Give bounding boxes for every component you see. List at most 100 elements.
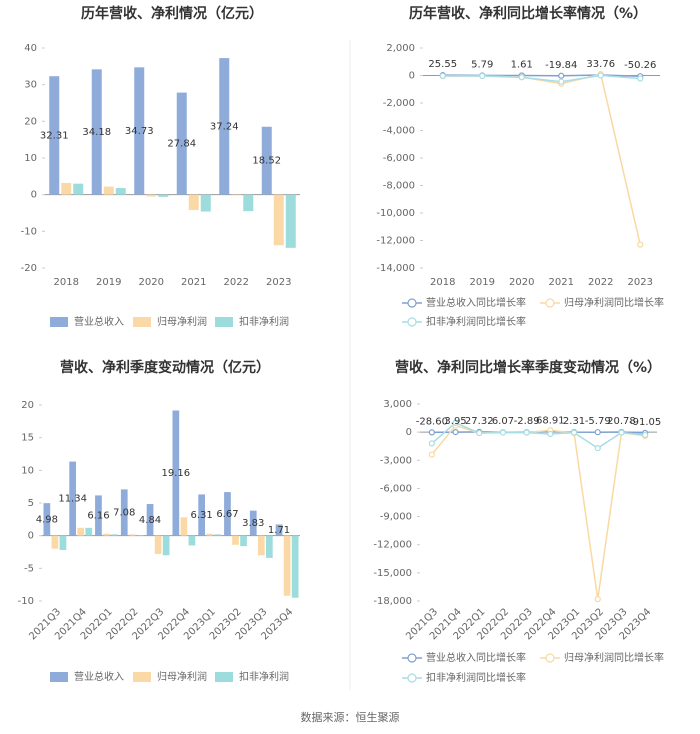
- data-label: 33.76: [586, 59, 615, 70]
- x-tick-label: 2020: [509, 277, 534, 288]
- y-tick-label: -5: [24, 563, 34, 574]
- legend-label: 扣非净利润: [239, 670, 289, 683]
- bar: [146, 194, 157, 197]
- line: [442, 73, 641, 245]
- bar: [198, 494, 206, 536]
- legend-swatch: [407, 673, 417, 683]
- data-label: 1.71: [268, 525, 290, 536]
- line: [442, 74, 641, 83]
- bar: [224, 492, 231, 536]
- bar: [95, 495, 102, 536]
- point: [452, 429, 459, 436]
- bar: [134, 67, 145, 195]
- data-label: 11.34: [58, 494, 87, 505]
- bar: [77, 527, 85, 536]
- y-tick-label: -12,000: [376, 236, 415, 247]
- point: [452, 419, 459, 426]
- data-label: 6.16: [87, 511, 109, 522]
- y-tick-label: -15,000: [373, 568, 412, 579]
- y-tick-label: -10,000: [376, 208, 415, 219]
- data-label: -19.84: [545, 60, 577, 71]
- bar: [273, 194, 284, 246]
- footer: 数据来源：恒生聚源: [301, 710, 400, 724]
- y-tick-label: 0: [409, 71, 415, 82]
- bar: [91, 69, 102, 195]
- y-tick-label: -20: [21, 263, 37, 274]
- bar: [111, 534, 118, 536]
- y-tick-label: -2,000: [383, 98, 415, 109]
- data-label: 25.55: [428, 59, 457, 70]
- bar: [180, 517, 188, 536]
- x-tick-label: 2021: [549, 277, 574, 288]
- y-tick-label: 10: [21, 465, 34, 476]
- data-label: 6.67: [216, 509, 238, 520]
- bar: [232, 535, 239, 545]
- bar: [261, 126, 272, 195]
- legend-swatch: [50, 317, 68, 327]
- x-tick-label: 2018: [54, 277, 79, 288]
- point: [594, 596, 601, 603]
- chart-title: 营收、净利同比增长率季度变动情况（%）: [395, 359, 661, 376]
- legend-swatch: [215, 317, 233, 327]
- point: [428, 429, 435, 436]
- data-label: -91.05: [629, 417, 661, 428]
- y-tick-label: 40: [24, 43, 37, 54]
- y-tick-label: 0: [31, 190, 37, 201]
- bar: [154, 535, 162, 554]
- chart-title: 营收、净利季度变动情况（亿元）: [60, 359, 270, 376]
- bar: [283, 535, 291, 596]
- data-label: 27.84: [167, 139, 196, 150]
- legend-label: 扣非净利润同比增长率: [426, 671, 526, 684]
- chart-title: 历年营收、净利情况（亿元）: [81, 5, 263, 22]
- bar: [103, 186, 114, 195]
- bar: [51, 535, 59, 549]
- bar: [214, 534, 222, 536]
- bar: [291, 535, 299, 598]
- bar: [73, 183, 84, 195]
- y-tick-label: 0: [406, 427, 412, 438]
- data-label: 18.52: [252, 156, 281, 167]
- bar: [49, 76, 60, 195]
- bar: [43, 503, 51, 536]
- point: [637, 241, 644, 248]
- data-label: -5.79: [585, 416, 611, 427]
- point: [597, 72, 604, 79]
- legend-label: 营业总收入: [74, 670, 124, 683]
- legend-label: 归母净利润: [157, 670, 207, 683]
- bar: [158, 194, 169, 197]
- y-tick-label: -9,000: [380, 512, 412, 523]
- line: [431, 421, 646, 449]
- x-tick-label: 2023: [266, 277, 291, 288]
- bar: [240, 535, 247, 547]
- legend-label: 归母净利润同比增长率: [564, 296, 664, 309]
- legend-swatch: [407, 298, 417, 308]
- data-label: 3.83: [242, 518, 264, 529]
- data-label: 34.73: [125, 126, 154, 137]
- x-tick-label: 2020: [139, 277, 164, 288]
- y-tick-label: -10: [21, 226, 37, 237]
- legend-swatch: [133, 672, 151, 682]
- line: [431, 424, 646, 600]
- data-label: 20.78: [607, 416, 636, 427]
- data-label: 37.24: [210, 121, 239, 132]
- x-tick-label: 2022: [588, 277, 613, 288]
- bar: [69, 461, 77, 536]
- data-label: 19.16: [162, 468, 191, 479]
- y-tick-label: -3,000: [380, 455, 412, 466]
- legend-label: 营业总收入: [74, 315, 124, 328]
- bar: [249, 510, 257, 536]
- point: [547, 430, 554, 438]
- data-label: 5.79: [471, 59, 493, 70]
- legend-swatch: [133, 317, 151, 327]
- data-label: -28.60: [416, 416, 448, 427]
- x-tick-label: 2019: [470, 277, 495, 288]
- bar: [243, 194, 254, 212]
- bar: [85, 527, 93, 536]
- bar: [275, 524, 283, 536]
- point: [558, 72, 565, 79]
- point: [439, 72, 446, 80]
- bar: [200, 194, 211, 212]
- bar: [188, 535, 196, 546]
- data-label: -50.26: [624, 60, 656, 71]
